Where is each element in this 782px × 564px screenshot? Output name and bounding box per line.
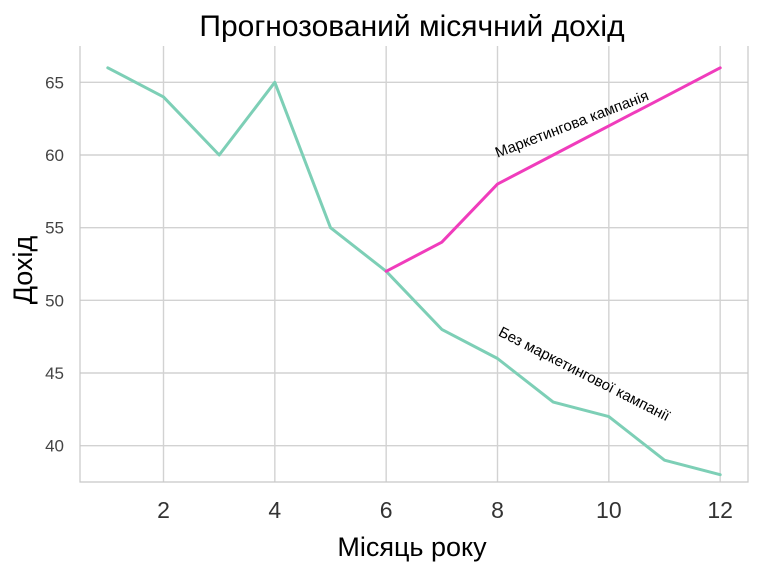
x-tick-label-6: 6: [380, 497, 393, 523]
y-tick-label-60: 60: [45, 146, 64, 165]
y-tick-label-50: 50: [45, 291, 64, 310]
x-tick-label-8: 8: [491, 497, 504, 523]
x-tick-label-4: 4: [268, 497, 281, 523]
series-line-baseline: [106, 66, 722, 477]
y-tick-label-65: 65: [45, 73, 64, 92]
x-tick-label-10: 10: [596, 497, 622, 523]
y-axis-label: Дохід: [8, 235, 38, 304]
series-line-campaign: [384, 66, 722, 273]
y-tick-label-55: 55: [45, 219, 64, 238]
x-tick-label-12: 12: [707, 497, 733, 523]
x-tick-label-2: 2: [157, 497, 170, 523]
x-tick-labels: 2 4 6 8 10 12: [157, 497, 733, 523]
y-tick-label-45: 45: [45, 364, 64, 383]
annotation-0: Маркетингова кампанія: [493, 87, 651, 161]
chart-title: Прогнозований місячний дохід: [199, 10, 624, 43]
y-tick-label-40: 40: [45, 437, 64, 456]
y-tick-labels: 40 45 50 55 60 65: [45, 73, 64, 455]
series-lines: [106, 66, 722, 477]
grid: [80, 46, 748, 482]
x-axis-label: Місяць року: [337, 532, 487, 562]
axes-frame: [79, 46, 749, 483]
